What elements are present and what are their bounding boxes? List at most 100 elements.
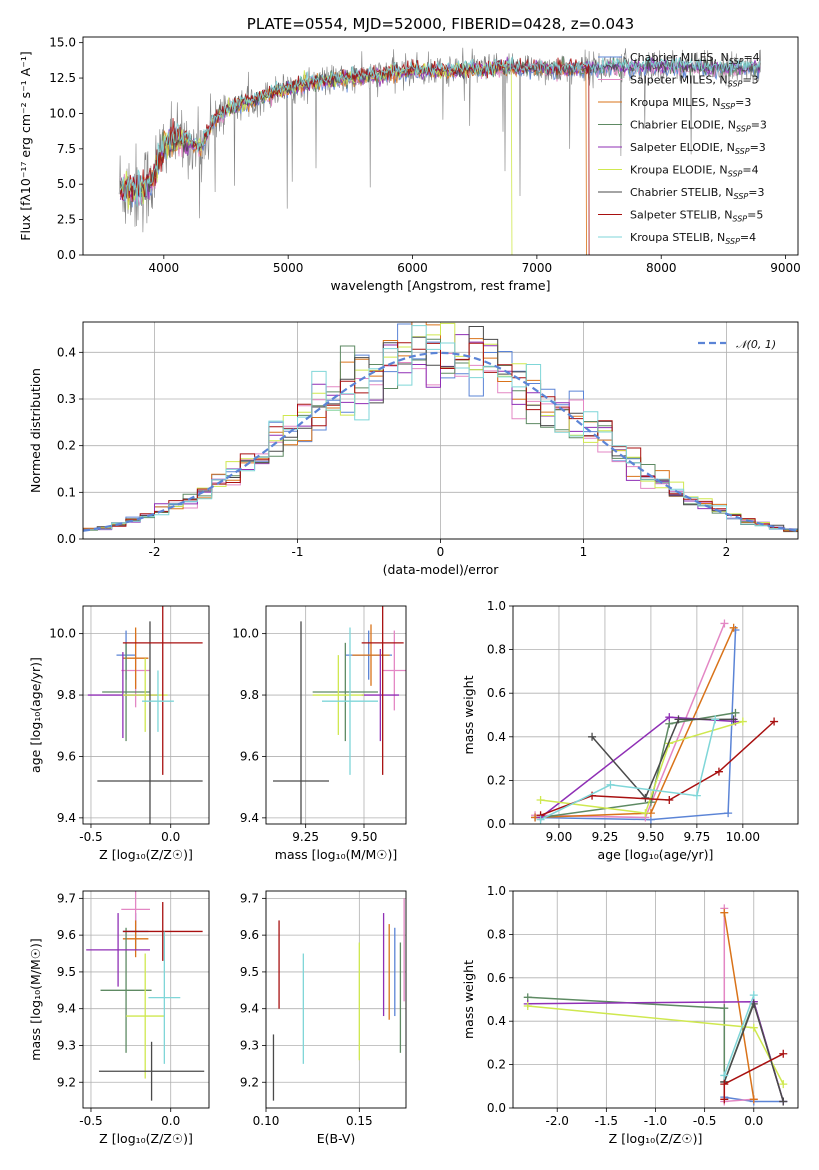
x-axis-label: (data-model)/error — [383, 562, 500, 577]
y-tick-label: 9.6 — [240, 749, 259, 763]
legend-entry-label: Chabrier MILES, NSSP=4 — [630, 51, 760, 66]
data-point-marker — [738, 717, 747, 726]
x-tick-label: -0.5 — [79, 830, 102, 844]
data-point-marker — [720, 1080, 729, 1089]
series-line — [540, 712, 736, 819]
y-tick-label: 0.2 — [487, 773, 506, 787]
panel-age-vs-Z: -0.5 0.0 9.4 9.6 9.8 10.0 Z [log₁₀(Z/Z☉)] age [… — [28, 605, 210, 862]
errorbar-kroupa-stelib — [142, 670, 174, 732]
x-tick-label: -1.0 — [644, 1114, 667, 1128]
data-point-marker — [606, 780, 615, 789]
data-point-marker — [770, 717, 779, 726]
y-tick-label: 0.3 — [57, 392, 76, 406]
y-tick-label: 0.0 — [57, 248, 76, 262]
x-tick-label: 7000 — [522, 261, 553, 275]
panel-residuals: -2 -1 0 1 2 0.0 0.1 0.2 0.3 0.4 (data-model)/error… — [28, 321, 799, 577]
errorbar-salpeter-elodie — [361, 648, 399, 742]
x-axis-label: Z [log₁₀(Z/Z☉)] — [609, 1131, 703, 1146]
series-kroupa-miles — [720, 908, 758, 1104]
x-tick-label: 0.0 — [161, 830, 180, 844]
legend-entry-label: Salpeter ELODIE, NSSP=3 — [630, 141, 766, 156]
y-tick-label: 0.8 — [487, 643, 506, 657]
errorbar-salpeter-elodie — [86, 913, 150, 987]
x-tick-label: 9.25 — [592, 830, 619, 844]
series-kroupa-stelib — [536, 715, 720, 824]
x-axis-label: Z [log₁₀(Z/Z☉)] — [99, 847, 193, 862]
panel-mass-vs-ebv: 0.10 0.15 9.2 9.3 9.4 9.5 9.6 9.7 E(B-V) — [240, 890, 407, 1146]
data-point-marker — [720, 1004, 729, 1013]
x-tick-label: 4000 — [149, 261, 180, 275]
x-tick-label: 0.15 — [346, 1114, 373, 1128]
y-tick-label: 0.4 — [487, 1014, 506, 1028]
y-tick-label: 0.2 — [487, 1058, 506, 1072]
x-tick-label: -0.5 — [693, 1114, 716, 1128]
series-line — [535, 623, 726, 819]
y-tick-label: 1.0 — [487, 599, 506, 613]
data-point-marker — [779, 1080, 788, 1089]
x-axis-label: age [log₁₀(age/yr)] — [598, 847, 714, 862]
data-point-marker — [749, 1023, 758, 1032]
axes-frame — [82, 36, 799, 256]
legend-entry-label: Kroupa MILES, NSSP=3 — [630, 96, 751, 111]
y-tick-label: 0.6 — [487, 971, 506, 985]
errorbar-kroupa-miles — [122, 920, 149, 958]
model-line-kroupa-miles — [119, 61, 587, 255]
errorbar-salpeter-miles — [382, 630, 406, 711]
x-tick-label: -1 — [292, 545, 304, 559]
errorbar-chabrier-stelib — [98, 1041, 205, 1101]
x-tick-label: 9.00 — [546, 830, 573, 844]
legend-entry-label: Chabrier ELODIE, NSSP=3 — [630, 119, 767, 134]
errorbar-salpeter-stelib — [122, 902, 203, 961]
y-tick-label: 9.4 — [57, 1002, 76, 1016]
data-point-marker — [779, 1049, 788, 1058]
data-point-marker — [665, 713, 674, 722]
y-tick-label: 0.0 — [487, 817, 506, 831]
y-tick-label: 9.3 — [240, 1038, 259, 1052]
y-tick-label: 9.4 — [240, 811, 259, 825]
x-tick-label: 0.10 — [253, 1114, 280, 1128]
plot-area — [83, 322, 798, 533]
axes-frame — [512, 605, 799, 825]
data-point-marker — [711, 715, 720, 724]
y-tick-label: 9.2 — [240, 1075, 259, 1089]
x-tick-label: -0.5 — [79, 1114, 102, 1128]
y-axis-label: mass [log₁₀(M/M☉)] — [28, 938, 43, 1060]
series-line — [723, 912, 755, 1100]
errorbar-kroupa-elodie — [122, 658, 168, 732]
plot-area — [87, 606, 203, 824]
errorbar-chabrier-elodie — [312, 642, 378, 742]
errorbar-chabrier-stelib — [273, 621, 329, 824]
data-point-marker — [724, 809, 733, 818]
legend: Chabrier MILES, NSSP=4 Salpeter MILES, NS… — [598, 51, 767, 246]
histogram-kroupa-elodie — [83, 322, 798, 531]
plot-area — [86, 891, 205, 1101]
series-line — [591, 718, 734, 800]
y-tick-label: 0.4 — [487, 730, 506, 744]
data-point-marker — [729, 623, 738, 632]
data-point-marker — [536, 796, 545, 805]
plot-area — [273, 606, 406, 824]
legend-entry-label: Kroupa STELIB, NSSP=4 — [630, 231, 756, 246]
plot-area — [272, 898, 405, 1101]
data-point-marker — [720, 1071, 729, 1080]
x-tick-label: 0.0 — [161, 1114, 180, 1128]
legend-entry-label: Salpeter STELIB, NSSP=5 — [630, 209, 763, 224]
x-tick-label: 0 — [437, 545, 445, 559]
plot-area — [531, 619, 779, 824]
model-line-kroupa-stelib — [119, 55, 761, 207]
y-tick-label: 9.6 — [57, 749, 76, 763]
y-tick-label: 9.5 — [240, 965, 259, 979]
y-tick-label: 0.4 — [57, 345, 76, 359]
x-tick-label: 6000 — [397, 261, 428, 275]
x-axis-label: mass [log₁₀(M/M☉)] — [275, 847, 397, 862]
data-point-marker — [720, 1095, 729, 1104]
data-point-marker — [674, 715, 683, 724]
histogram-salpeter-stelib — [83, 342, 798, 532]
y-tick-label: 1.0 — [487, 884, 506, 898]
series-line — [535, 627, 735, 819]
panel-spectrum: 4000 5000 6000 7000 8000 9000 0.0 2.5 5.0 7.5 10.0… — [18, 15, 801, 293]
data-point-marker — [588, 732, 597, 741]
errorbar-kroupa-elodie — [312, 655, 364, 735]
errorbar-salpeter-stelib — [122, 606, 203, 775]
errorbar-salpeter-stelib — [361, 606, 404, 775]
